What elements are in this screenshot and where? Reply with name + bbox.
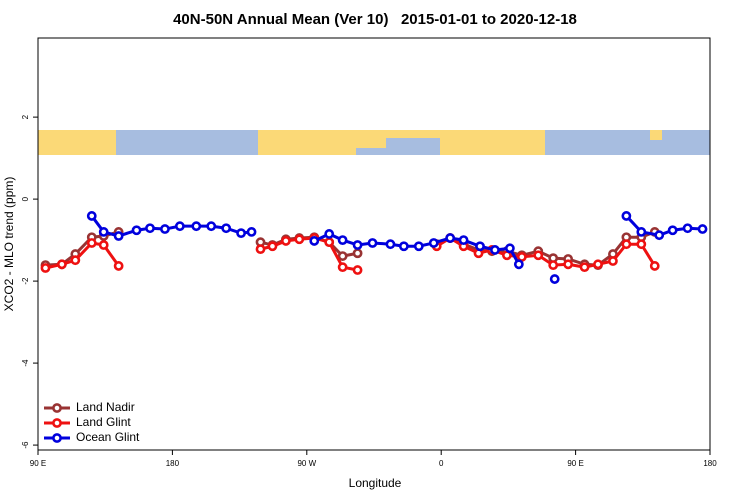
point — [352, 248, 363, 259]
x-tick-label: 90 E — [567, 459, 583, 468]
point — [636, 227, 647, 237]
point — [113, 261, 124, 271]
point — [428, 238, 439, 248]
plot-frame — [37, 37, 711, 451]
point — [621, 211, 632, 221]
point — [697, 224, 708, 234]
point — [549, 274, 560, 284]
point — [206, 221, 217, 232]
legend-marker — [52, 418, 62, 428]
legend-label: Land Glint — [76, 415, 131, 429]
point — [236, 228, 246, 239]
legend-label: Land Nadir — [76, 400, 135, 414]
point — [246, 227, 257, 237]
point — [86, 211, 97, 221]
point — [682, 223, 693, 234]
legend-label: Ocean Glint — [76, 430, 140, 444]
point — [98, 240, 109, 250]
x-tick-label: 180 — [703, 459, 717, 468]
legend-marker — [52, 433, 62, 443]
y-tick-label: 2 — [21, 114, 30, 119]
point — [352, 265, 363, 275]
y-tick-label: 0 — [21, 196, 30, 201]
point — [98, 227, 109, 237]
point — [113, 231, 124, 241]
point — [324, 237, 335, 248]
point — [593, 259, 603, 270]
point — [255, 244, 266, 255]
point — [145, 223, 155, 234]
point — [191, 221, 202, 232]
chart-title: 40N-50N Annual Mean (Ver 10) 2015-01-01 … — [173, 11, 577, 28]
point — [352, 240, 363, 250]
point — [548, 260, 559, 271]
point — [654, 230, 665, 241]
point — [490, 245, 500, 255]
point — [563, 259, 574, 270]
point — [413, 241, 424, 252]
point — [533, 250, 544, 261]
point — [608, 256, 618, 266]
series-line — [45, 230, 656, 267]
point — [131, 225, 142, 236]
y-axis-label: XCO2 - MLO trend (ppm) — [2, 177, 16, 312]
point — [56, 259, 67, 270]
x-tick-label: 90 E — [30, 459, 46, 468]
point — [636, 239, 647, 250]
point — [667, 225, 678, 236]
point — [649, 261, 660, 271]
point — [458, 235, 469, 246]
point — [174, 221, 185, 232]
point — [475, 241, 485, 252]
point — [267, 241, 278, 252]
map-strip — [38, 130, 710, 155]
y-tick-label: -2 — [21, 277, 30, 285]
point — [221, 223, 232, 234]
point — [367, 238, 378, 248]
x-tick-label: 180 — [166, 459, 180, 468]
point — [337, 262, 348, 273]
point — [40, 263, 51, 273]
point — [337, 235, 348, 246]
point — [309, 236, 320, 246]
point — [324, 229, 335, 239]
point — [337, 251, 348, 261]
point — [280, 236, 291, 246]
point — [294, 234, 305, 245]
x-tick-label: 0 — [439, 459, 444, 468]
point — [504, 243, 515, 254]
y-tick-label: -4 — [21, 359, 30, 367]
x-axis-label: Longitude — [349, 476, 402, 490]
point — [70, 255, 81, 266]
point — [579, 262, 590, 273]
point — [160, 224, 170, 234]
y-tick-label: -6 — [21, 441, 30, 449]
point — [385, 239, 396, 250]
legend-marker — [52, 403, 62, 413]
point — [445, 233, 456, 243]
x-tick-label: 90 W — [297, 459, 316, 468]
point — [621, 239, 632, 250]
point — [513, 259, 524, 270]
point — [86, 238, 97, 248]
point — [398, 241, 409, 252]
